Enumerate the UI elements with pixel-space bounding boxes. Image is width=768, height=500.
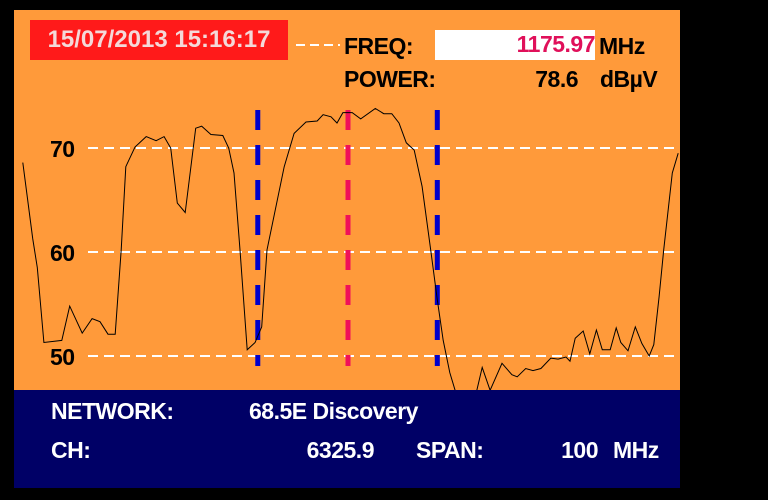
network-value: 68.5E Discovery (249, 398, 418, 424)
channel-label: CH: (51, 437, 91, 463)
freq-input[interactable] (435, 30, 595, 60)
power-unit: dBµV (600, 66, 658, 92)
spectrum-trace (22, 107, 679, 390)
y-tick-label: 60 (50, 240, 75, 266)
power-label: POWER: (344, 66, 436, 92)
span-label: SPAN: (416, 437, 484, 463)
span-unit: MHz (613, 437, 659, 463)
freq-label: FREQ: (344, 33, 414, 59)
y-tick-label: 70 (50, 136, 75, 162)
y-tick-label: 50 (50, 344, 75, 370)
info-panel (14, 390, 680, 488)
span-value: 100 (561, 437, 598, 463)
freq-unit: MHz (599, 33, 645, 59)
channel-value: 6325.9 (306, 437, 375, 463)
network-label: NETWORK: (51, 398, 174, 424)
power-value: 78.6 (535, 66, 578, 92)
freq-value: 1175.97 (516, 31, 596, 57)
datetime-stamp: 15/07/2013 15:16:17 (30, 20, 288, 60)
